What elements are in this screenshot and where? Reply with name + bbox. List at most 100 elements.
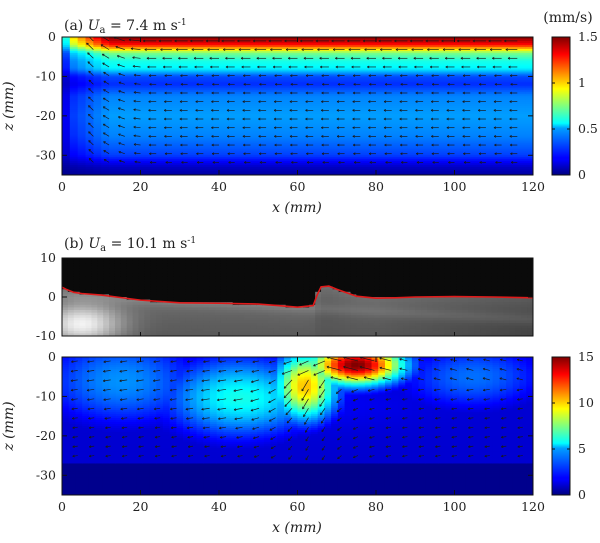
field-cell xyxy=(211,147,220,150)
field-cell xyxy=(266,46,275,50)
field-cell xyxy=(226,102,236,105)
field-cell xyxy=(423,80,432,83)
field-cell xyxy=(485,145,495,148)
field-cell xyxy=(305,52,314,56)
field-cell xyxy=(446,104,456,107)
field-cell xyxy=(517,76,526,79)
field-cell xyxy=(69,153,79,156)
field-cell xyxy=(415,78,424,81)
field-cell xyxy=(195,113,204,117)
field-cell xyxy=(171,52,181,56)
field-cell xyxy=(132,98,142,101)
field-cell xyxy=(415,46,424,50)
field-cell xyxy=(501,117,511,121)
quiver-arrow-head xyxy=(321,143,324,146)
field-cell xyxy=(360,117,369,121)
quiver-arrow-head xyxy=(242,134,245,137)
field-cell xyxy=(62,70,71,74)
field-cell xyxy=(313,56,322,60)
field-cell xyxy=(352,127,361,131)
field-cell xyxy=(93,80,102,83)
field-cell xyxy=(376,100,385,103)
field-cell xyxy=(250,52,259,56)
field-cell xyxy=(62,121,71,125)
field-cell xyxy=(446,66,456,70)
field-cell xyxy=(140,68,149,72)
field-cell xyxy=(446,147,456,150)
field-cell xyxy=(250,106,259,109)
field-cell xyxy=(77,60,87,64)
field-cell xyxy=(297,153,306,156)
field-cell xyxy=(164,94,173,97)
field-cell xyxy=(517,56,526,60)
field-cell xyxy=(101,74,110,78)
field-cell xyxy=(250,121,259,125)
field-cell xyxy=(493,123,503,127)
field-cell xyxy=(226,153,236,156)
field-cell xyxy=(195,64,204,68)
field-cell xyxy=(179,44,189,48)
field-cell xyxy=(140,107,149,111)
quiver-arrow-head xyxy=(179,108,182,111)
field-cell xyxy=(305,96,314,99)
field-cell xyxy=(266,58,275,62)
field-cell xyxy=(62,94,71,97)
quiver-arrow xyxy=(118,90,125,94)
field-cell xyxy=(509,68,518,72)
field-cell xyxy=(313,135,322,139)
field-cell xyxy=(399,167,408,170)
field-cell xyxy=(85,129,94,133)
field-cell xyxy=(344,167,354,170)
field-cell xyxy=(179,147,189,150)
field-cell xyxy=(454,137,463,141)
field-cell xyxy=(360,96,369,99)
field-cell xyxy=(462,46,471,50)
field-cell xyxy=(140,92,149,95)
field-cell xyxy=(501,129,511,133)
field-cell xyxy=(219,119,228,123)
quiver-arrow xyxy=(133,91,141,94)
field-cell xyxy=(407,167,416,170)
field-cell xyxy=(438,76,448,79)
field-cell xyxy=(171,37,181,40)
field-cell xyxy=(368,78,377,81)
field-cell xyxy=(336,86,346,89)
field-cell xyxy=(328,167,338,170)
field-cell xyxy=(423,62,432,66)
field-cell xyxy=(470,106,479,109)
field-cell xyxy=(493,127,503,131)
field-cell xyxy=(203,107,212,111)
field-cell xyxy=(156,40,165,44)
quiver-arrow-head xyxy=(179,126,183,128)
field-cell xyxy=(423,106,432,109)
field-cell xyxy=(376,46,385,50)
field-cell xyxy=(438,163,448,166)
field-cell xyxy=(376,121,385,125)
quiver-arrow-head xyxy=(180,74,183,76)
field-cell xyxy=(281,88,291,91)
field-cell xyxy=(281,141,291,145)
field-cell xyxy=(62,37,71,40)
field-cell xyxy=(462,66,471,70)
field-cell xyxy=(454,153,463,156)
field-cell xyxy=(77,107,87,111)
quiver-arrow-head xyxy=(305,100,308,102)
field-cell xyxy=(321,66,330,70)
field-cell xyxy=(85,163,94,166)
field-cell xyxy=(258,104,267,107)
field-cell xyxy=(297,54,306,58)
field-cell xyxy=(250,68,259,72)
field-cell xyxy=(438,102,448,105)
field-cell xyxy=(485,102,495,105)
field-cell xyxy=(360,76,369,79)
field-cell xyxy=(187,147,197,150)
field-cell xyxy=(462,72,471,76)
field-cell xyxy=(407,143,416,147)
field-cell xyxy=(493,76,503,79)
field-cell xyxy=(69,161,79,164)
field-cell xyxy=(313,78,322,81)
field-cell xyxy=(470,159,479,162)
field-cell xyxy=(187,173,197,175)
field-cell xyxy=(85,145,94,148)
field-cell xyxy=(368,159,377,162)
